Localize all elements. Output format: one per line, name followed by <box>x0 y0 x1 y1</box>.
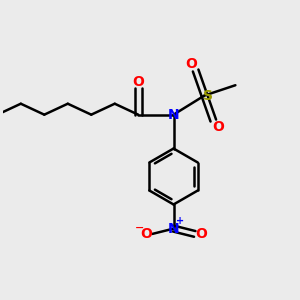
Text: O: O <box>212 120 224 134</box>
Text: O: O <box>132 75 144 89</box>
Text: S: S <box>203 88 213 103</box>
Text: O: O <box>195 227 207 241</box>
Text: O: O <box>185 57 197 71</box>
Text: −: − <box>135 222 145 233</box>
Text: O: O <box>140 227 152 241</box>
Text: N: N <box>168 222 179 236</box>
Text: N: N <box>168 108 179 122</box>
Text: +: + <box>176 216 184 226</box>
